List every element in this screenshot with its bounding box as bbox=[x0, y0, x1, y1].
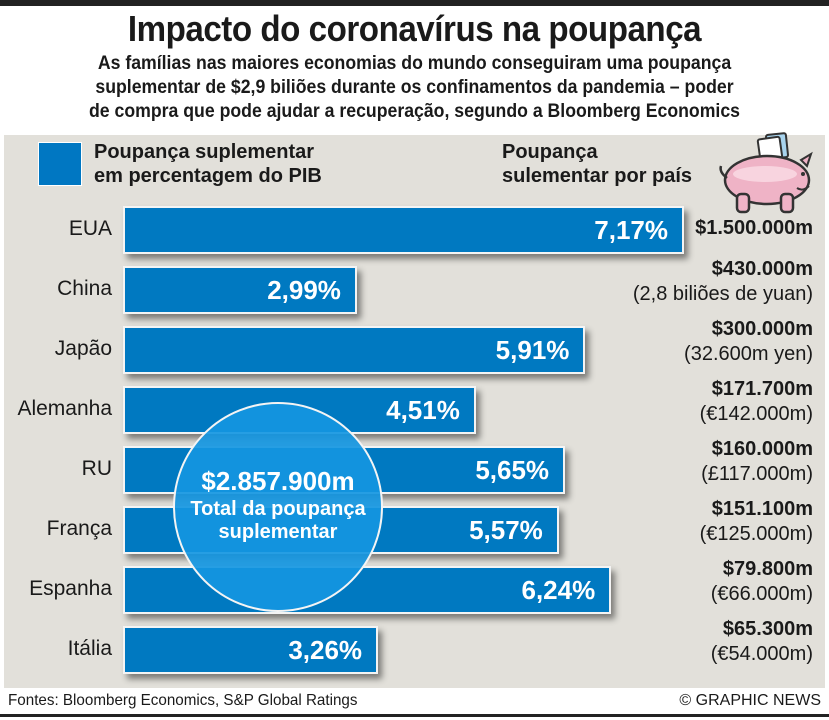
savings-local: (32.600m yen) bbox=[684, 343, 813, 365]
bar bbox=[123, 206, 684, 254]
savings-local: (2,8 biliões de yuan) bbox=[632, 283, 813, 305]
subtitle-line: As famílias nas maiores economias do mun… bbox=[97, 53, 732, 74]
country-label: China bbox=[57, 277, 112, 300]
bar-value-label: 3,26% bbox=[288, 635, 363, 665]
country-label: RU bbox=[81, 457, 112, 480]
country-label: EUA bbox=[68, 217, 112, 240]
top-rule bbox=[0, 0, 829, 6]
legend-line: Poupança suplementar bbox=[94, 141, 315, 163]
bar-value-label: 5,65% bbox=[475, 455, 550, 485]
savings-local: (€125.000m) bbox=[699, 523, 813, 545]
total-value: $2.857.900m bbox=[201, 466, 355, 496]
legend-swatch bbox=[38, 142, 82, 186]
bar-value-label: 7,17% bbox=[594, 215, 668, 245]
savings-local: (€66.000m) bbox=[710, 583, 813, 605]
total-label-line: Total da poupança bbox=[190, 498, 366, 520]
source-note: Fontes: Bloomberg Economics, S&P Global … bbox=[8, 692, 358, 709]
savings-usd: $300.000m bbox=[711, 318, 813, 340]
country-label: Alemanha bbox=[17, 397, 112, 420]
bar-value-label: 5,57% bbox=[469, 515, 543, 545]
savings-usd: $65.300m bbox=[722, 618, 813, 640]
legend-line: em percentagem do PIB bbox=[94, 165, 322, 187]
savings-local: (€54.000m) bbox=[710, 643, 813, 665]
total-label: Total da poupança suplementar bbox=[173, 498, 383, 544]
piggy-bank-icon bbox=[719, 132, 813, 214]
bar-value-label: 6,24% bbox=[521, 575, 596, 605]
bar-value-label: 2,99% bbox=[267, 275, 341, 305]
savings-usd: $79.800m bbox=[722, 558, 813, 580]
country-label: França bbox=[46, 517, 112, 540]
bar bbox=[123, 626, 379, 674]
bar bbox=[123, 266, 357, 314]
savings-usd: $1.500.000m bbox=[695, 217, 813, 239]
savings-local: (£117.000m) bbox=[701, 463, 813, 485]
bar bbox=[123, 326, 586, 374]
subtitle-line: suplementar de $2,9 biliões durante os c… bbox=[95, 77, 734, 98]
country-label: Itália bbox=[67, 637, 112, 660]
savings-usd: $171.700m bbox=[711, 378, 813, 400]
country-label: Espanha bbox=[29, 577, 112, 600]
bar-value-label: 5,91% bbox=[495, 335, 570, 365]
credit: © GRAPHIC NEWS bbox=[679, 692, 821, 709]
savings-usd: $160.000m bbox=[711, 438, 813, 460]
savings-column-header: Poupança sulementar por país bbox=[502, 140, 692, 188]
header-line: Poupança bbox=[502, 141, 598, 163]
savings-usd: $430.000m bbox=[711, 258, 813, 280]
subtitle-line: de compra que pode ajudar a recuperação,… bbox=[88, 101, 740, 122]
bottom-rule bbox=[0, 714, 829, 717]
country-label: Japão bbox=[54, 337, 112, 360]
chart-subtitle: As famílias nas maiores economias do mun… bbox=[29, 52, 800, 124]
bar-value-label: 4,51% bbox=[386, 395, 460, 425]
legend-label: Poupança suplementar em percentagem do P… bbox=[94, 140, 322, 188]
savings-usd: $151.100m bbox=[711, 498, 813, 520]
savings-local: (€142.000m) bbox=[699, 403, 813, 425]
chart-title: Impacto do coronavírus na poupança bbox=[127, 8, 702, 49]
total-label-line: suplementar bbox=[218, 521, 338, 543]
total-circle bbox=[173, 402, 383, 612]
header-line: sulementar por país bbox=[502, 165, 693, 187]
